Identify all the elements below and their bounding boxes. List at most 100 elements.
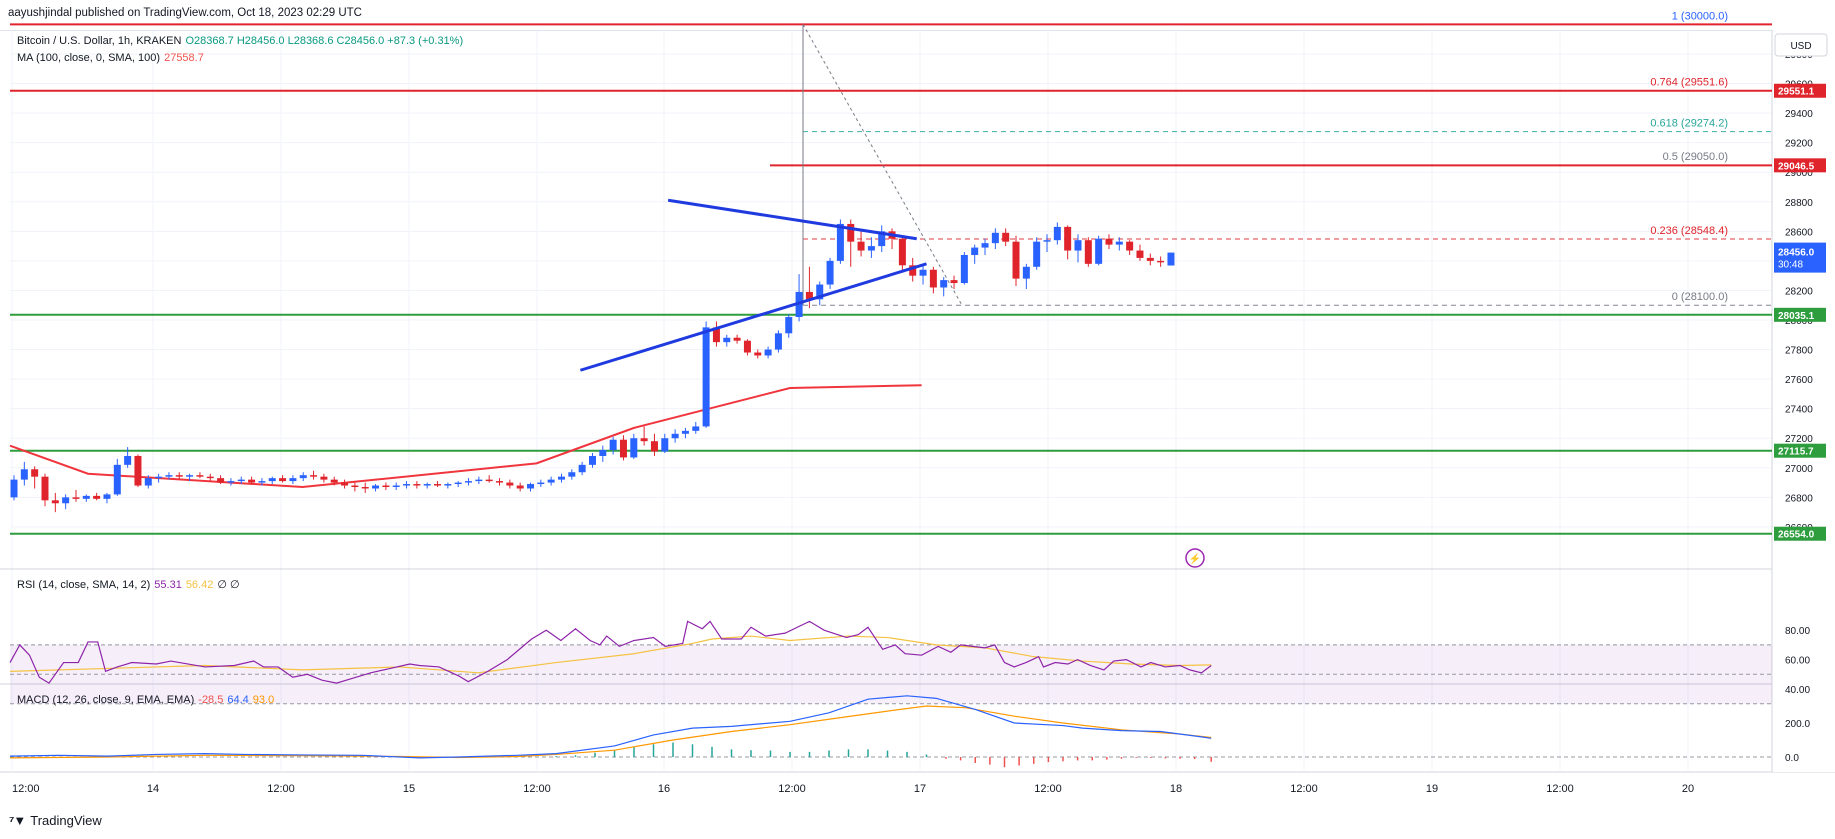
price-tick-label: 29000 [1785,168,1813,179]
rsi-extra: ∅ ∅ [217,579,240,591]
candle-body [785,317,793,334]
ma-value: 27558.7 [164,52,204,64]
candle-body [1146,257,1154,261]
candle-body [764,349,772,356]
macd-tick-label: 0.0 [1785,753,1799,764]
candle-body [671,433,679,439]
candle-body [134,455,142,486]
candle-body [506,482,514,486]
candle-body [403,484,411,486]
candle-body [1084,240,1092,264]
candle-body [702,327,710,427]
candle-body [361,487,369,489]
time-tick-label: 19 [1426,783,1438,795]
candle-body [991,232,999,244]
tradingview-logo[interactable]: ⁷▼ TradingView [9,813,102,828]
candle-body [20,469,28,480]
top-border [0,30,1835,31]
time-tick-label: 12:00 [523,783,551,795]
candle-body [733,337,741,341]
candle-body [940,280,948,288]
candle-body [465,481,473,483]
time-tick-label: 12:00 [12,783,40,795]
candle-body [527,484,534,489]
time-tick-label: 12:00 [1034,783,1062,795]
candle-body [1043,240,1051,242]
candle-body [206,476,214,479]
candle-body [1167,252,1175,266]
candle-body [227,481,235,483]
candle-body [568,472,576,477]
candle-body [516,485,524,489]
macd-line-value: 64.4 [227,694,249,706]
time-tick-label: 12:00 [1546,783,1574,795]
candle-body [805,291,813,300]
candle-body [1136,250,1144,258]
price-tick-label: 29200 [1785,139,1813,150]
candle-body [237,479,245,482]
time-tick-label: 15 [403,783,415,795]
macd-label: MACD (12, 26, close, 9, EMA, EMA) [17,694,195,706]
candle-body [816,284,824,300]
ma-legend[interactable]: MA (100, close, 0, SMA, 100) 27558.7 [17,52,208,64]
candle-body [950,280,958,284]
candle-body [578,464,586,473]
macd-signal-line [9,705,1212,759]
rsi-legend[interactable]: RSI (14, close, SMA, 14, 2) 55.31 56.42 ∅ ∅ [17,578,244,591]
candle-body [310,475,318,477]
candle-body [155,476,163,479]
candle-body [826,260,834,285]
tradingview-logo-icon: ⁷▼ [9,813,26,828]
candle-body [867,246,875,251]
candle-body [144,478,152,486]
candle-body [1033,241,1041,267]
published-by-text: aayushjindal published on TradingView.co… [8,7,362,19]
candle-body [372,485,380,489]
flash-icon [1185,548,1205,568]
time-tick-label: 17 [914,783,926,795]
price-tick-label: 27600 [1785,375,1813,386]
candle-body [1002,232,1010,242]
price-axis-bg [1773,30,1835,772]
time-tick-label: 12:00 [1290,783,1318,795]
candle-body [547,479,555,483]
ma-label: MA (100, close, 0, SMA, 100) [17,52,161,64]
candle-body [1157,260,1165,263]
time-tick-label: 16 [658,783,670,795]
candle-body [444,484,452,486]
candle-body [186,475,194,477]
candle-body [392,485,400,488]
current-price-text: 28456.0 [1778,248,1815,259]
time-tick-label: 12:00 [778,783,806,795]
time-tick-label: 20 [1682,783,1694,795]
candle-body [454,482,462,485]
candle-body [351,485,359,488]
candle-body [1074,240,1082,251]
candle-body [175,475,183,477]
macd-line [9,695,1212,759]
level-price-tag [1774,443,1826,458]
rsi-value: 55.31 [154,579,182,591]
level-price-text: 29046.5 [1778,161,1815,172]
candle-body [919,269,927,276]
candle-body [640,438,648,442]
macd-legend[interactable]: MACD (12, 26, close, 9, EMA, EMA) -28.5 64… [17,694,278,706]
fib-label: 1 (30000.0) [1672,10,1728,22]
candle-body [299,475,307,479]
candle-body [712,327,720,343]
candle-body [289,478,297,482]
fib-label: 0.764 (29551.6) [1650,77,1728,89]
price-tick-label: 27200 [1785,434,1813,445]
macd-signal-value: 93.0 [252,694,275,706]
candle-body [774,333,782,350]
candle-body [279,478,287,482]
candle-body [1012,241,1020,279]
rsi-tick-label: 60.00 [1785,656,1810,667]
fib-label: 0 (28100.0) [1672,291,1728,303]
price-tick-label: 28600 [1785,227,1813,238]
candle-body [475,479,483,482]
symbol-legend[interactable]: Bitcoin / U.S. Dollar, 1h, KRAKEN O28368.… [17,35,467,47]
candle-body [320,476,328,480]
candle-body [496,481,504,483]
